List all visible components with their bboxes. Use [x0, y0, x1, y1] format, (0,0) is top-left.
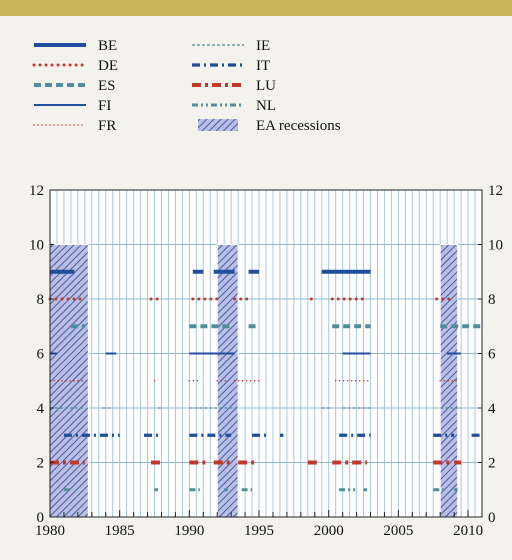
series-group — [48, 269, 482, 492]
x-tick-label: 1990 — [174, 523, 204, 539]
y-tick-label-left: 6 — [37, 347, 45, 363]
x-tick-label: 1980 — [35, 523, 65, 539]
legend-label-recessions: EA recessions — [256, 118, 341, 134]
x-tick-label: 2000 — [314, 523, 344, 539]
legend-label-be: BE — [98, 38, 117, 54]
x-tick-label: 1985 — [105, 523, 135, 539]
legend-label-ie: IE — [256, 38, 270, 54]
y-tick-label-right: 10 — [488, 238, 503, 254]
x-tick-label: 2010 — [453, 523, 483, 539]
y-tick-label-right: 0 — [488, 510, 496, 526]
y-tick-label-right: 8 — [488, 292, 496, 308]
y-tick-label-right: 4 — [488, 401, 496, 417]
legend-label-nl: NL — [256, 98, 276, 114]
header-band — [0, 0, 512, 16]
y-tick-label-left: 2 — [37, 456, 45, 472]
y-tick-label-left: 0 — [37, 510, 45, 526]
y-tick-label-right: 6 — [488, 347, 496, 363]
y-tick-label-left: 12 — [29, 183, 44, 199]
legend: BE DE ES FI FR IE IT LU NL EA recessions — [32, 38, 341, 134]
y-tick-label-right: 2 — [488, 456, 496, 472]
axes: 0 0 2 2 4 4 6 6 8 8 10 10 12 12 1980 1985 1990 1995 2000 20… — [29, 183, 503, 539]
legend-swatch-recessions — [198, 119, 238, 131]
y-tick-label-right: 12 — [488, 183, 503, 199]
legend-label-lu: LU — [256, 78, 276, 94]
x-tick-label: 2005 — [383, 523, 413, 539]
x-tick-label: 1995 — [244, 523, 274, 539]
legend-label-de: DE — [98, 58, 118, 74]
y-tick-label-left: 10 — [29, 238, 44, 254]
legend-label-fi: FI — [98, 98, 111, 114]
y-tick-label-left: 8 — [37, 292, 45, 308]
y-tick-label-left: 4 — [37, 401, 45, 417]
legend-label-it: IT — [256, 58, 270, 74]
legend-label-fr: FR — [98, 118, 116, 134]
legend-label-es: ES — [98, 78, 116, 94]
